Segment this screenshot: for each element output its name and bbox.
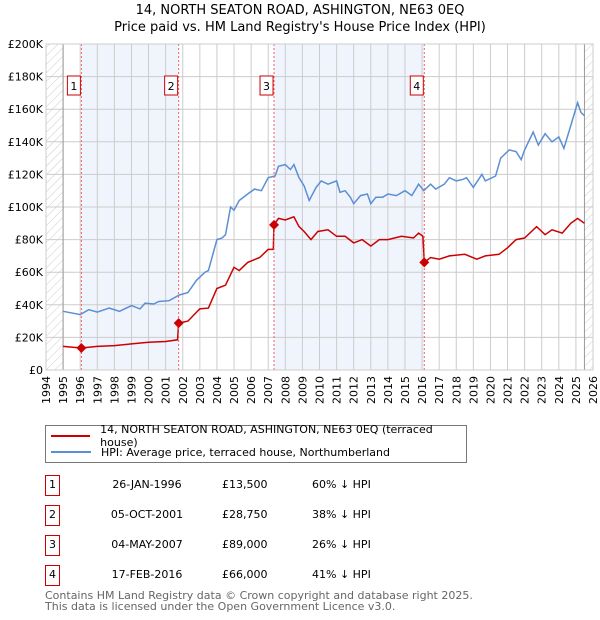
sale-label-box xyxy=(259,75,274,96)
hpi-line xyxy=(62,100,586,316)
x-tick-label: 2014 xyxy=(382,376,395,404)
x-tick-label: 2003 xyxy=(194,376,207,404)
sale-date: 05-OCT-2001 xyxy=(110,508,184,521)
table-row: 2 05-OCT-2001 £28,750 38% ↓ HPI xyxy=(45,505,465,526)
y-tick-label: £140K xyxy=(8,136,44,149)
property-price-line xyxy=(63,215,585,349)
footer-line: This data is licensed under the Open Gov… xyxy=(45,600,396,613)
y-tick-label: £200K xyxy=(8,38,44,51)
sale-label-box xyxy=(409,75,424,96)
x-tick-label: 1997 xyxy=(91,376,104,404)
x-tick-label: 2012 xyxy=(348,376,361,404)
legend-item-property: 14, NORTH SEATON ROAD, ASHINGTON, NE63 0… xyxy=(51,423,466,449)
sale-price: £13,500 xyxy=(222,478,268,491)
x-tick-label: 2008 xyxy=(279,376,292,404)
y-tick-label: £80K xyxy=(15,234,44,247)
chart-subtitle: Price paid vs. HM Land Registry's House … xyxy=(114,20,486,35)
table-row: 1 26-JAN-1996 £13,500 60% ↓ HPI xyxy=(45,475,465,496)
chart-title: 14, NORTH SEATON ROAD, ASHINGTON, NE63 0… xyxy=(135,3,465,18)
x-tick-label: 2002 xyxy=(177,376,190,404)
x-tick-label: 2025 xyxy=(570,376,583,404)
sale-label-box xyxy=(66,75,81,96)
y-tick-label: £0 xyxy=(29,364,43,377)
x-tick-label: 2023 xyxy=(536,376,549,404)
hpi-diff: 26% ↓ HPI xyxy=(312,538,371,551)
price-chart: 1 2 3 4 1994 1995 1996 1997 1998 1999 2000 2001 2002… xyxy=(8,38,600,404)
x-tick-label: 2005 xyxy=(228,376,241,404)
y-tick-label: £60K xyxy=(15,266,44,279)
x-tick-label: 2022 xyxy=(519,376,532,404)
hpi-diff: 41% ↓ HPI xyxy=(312,568,371,581)
sale-price: £89,000 xyxy=(222,538,268,551)
legend-label: HPI: Average price, terraced house, Nort… xyxy=(101,445,390,459)
x-tick-label: 1998 xyxy=(108,376,121,404)
plot-border xyxy=(45,43,594,371)
y-tick-label: £40K xyxy=(15,299,44,312)
x-tick-label: 2024 xyxy=(553,376,566,404)
x-tick-label: 2017 xyxy=(433,376,446,404)
sale-price: £28,750 xyxy=(222,508,268,521)
sale-date: 26-JAN-1996 xyxy=(112,478,182,491)
legend-item-hpi: HPI: Average price, terraced house, Nort… xyxy=(51,444,390,460)
sale-number-badge: 2 xyxy=(45,505,60,526)
blue-line-swatch xyxy=(51,451,91,453)
y-tick-label: £180K xyxy=(8,71,44,84)
hpi-diff: 60% ↓ HPI xyxy=(312,478,371,491)
x-tick-label: 2004 xyxy=(211,376,224,404)
sale-point xyxy=(76,342,87,353)
x-tick-label: 2001 xyxy=(160,376,173,404)
y-tick-label: £100K xyxy=(8,201,44,214)
sale-point xyxy=(173,318,184,329)
x-tick-label: 2013 xyxy=(365,376,378,404)
x-tick-label: 2026 xyxy=(587,376,600,404)
red-line-swatch xyxy=(51,435,91,437)
footer: Contains HM Land Registry data © Crown c… xyxy=(45,590,473,612)
sale-point xyxy=(419,257,430,268)
table-row: 4 17-FEB-2016 £66,000 41% ↓ HPI xyxy=(45,565,465,586)
sale-date: 17-FEB-2016 xyxy=(111,568,183,581)
sale-number-badge: 1 xyxy=(45,475,60,496)
legend: 14, NORTH SEATON ROAD, ASHINGTON, NE63 0… xyxy=(45,423,467,463)
legend-label: 14, NORTH SEATON ROAD, ASHINGTON, NE63 0… xyxy=(100,423,433,449)
sale-point xyxy=(269,219,280,230)
sale-label: 4 xyxy=(413,80,420,93)
table-row: 3 04-MAY-2007 £89,000 26% ↓ HPI xyxy=(45,535,465,556)
x-tick-label: 2016 xyxy=(416,376,429,404)
x-tick-label: 2015 xyxy=(399,376,412,404)
y-tick-label: £120K xyxy=(8,168,44,181)
sale-label-box xyxy=(164,75,179,96)
sale-label: 3 xyxy=(263,80,270,93)
x-tick-label: 1999 xyxy=(125,376,138,404)
footer-line: Contains HM Land Registry data © Crown c… xyxy=(45,589,473,602)
x-tick-label: 2009 xyxy=(296,376,309,404)
hpi-diff: 38% ↓ HPI xyxy=(312,508,371,521)
x-tick-label: 1994 xyxy=(40,376,53,404)
sale-label: 2 xyxy=(168,80,175,93)
x-tick-label: 2021 xyxy=(502,376,515,404)
x-tick-label: 2019 xyxy=(467,376,480,404)
sale-date: 04-MAY-2007 xyxy=(111,538,183,551)
x-tick-label: 2011 xyxy=(331,376,344,404)
x-tick-label: 1996 xyxy=(74,376,87,404)
y-tick-label: £20K xyxy=(15,331,44,344)
y-tick-label: £160K xyxy=(8,103,44,116)
sale-number-badge: 3 xyxy=(45,535,60,556)
x-tick-label: 2018 xyxy=(450,376,463,404)
sale-price: £66,000 xyxy=(222,568,268,581)
x-tick-label: 2010 xyxy=(314,376,327,404)
x-tick-label: 2020 xyxy=(484,376,497,404)
sale-label: 1 xyxy=(70,80,77,93)
x-tick-label: 2007 xyxy=(262,376,275,404)
x-tick-label: 2006 xyxy=(245,376,258,404)
x-tick-label: 1995 xyxy=(57,376,70,404)
x-tick-label: 2000 xyxy=(143,376,156,404)
sale-number-badge: 4 xyxy=(45,565,60,586)
